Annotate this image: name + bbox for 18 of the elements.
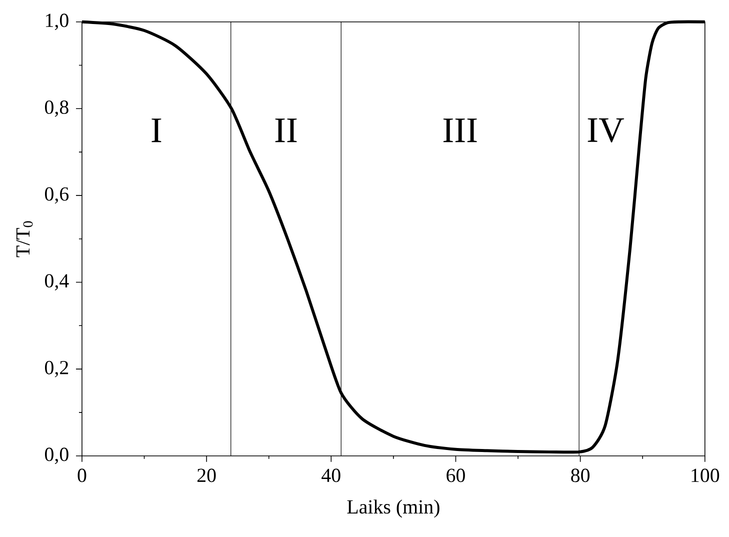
annotation: III — [443, 118, 477, 142]
y-tick-label: 0,2 — [44, 360, 68, 378]
x-tick-label: 0 — [78, 468, 86, 482]
y-tick-label: 0,8 — [44, 100, 68, 117]
x-tick-label: 60 — [446, 468, 465, 482]
y-tick-label: 0,6 — [44, 187, 69, 204]
y-tick-label: 0,0 — [44, 448, 68, 464]
x-tick-label: 20 — [197, 468, 216, 482]
annotation: I — [152, 118, 162, 142]
y-axis-title: T/T$_{0}$ — [16, 221, 33, 258]
x-tick-label: 100 — [692, 468, 720, 482]
y-tick-label: 1,0 — [46, 14, 68, 30]
x-tick-label: 80 — [571, 468, 590, 482]
annotation: IV — [588, 118, 624, 142]
x-axis-title: Laiks (min) — [347, 500, 440, 518]
y-tick-label: 0,4 — [44, 274, 69, 290]
annotation: II — [275, 118, 297, 142]
x-tick-label: 40 — [322, 468, 340, 482]
